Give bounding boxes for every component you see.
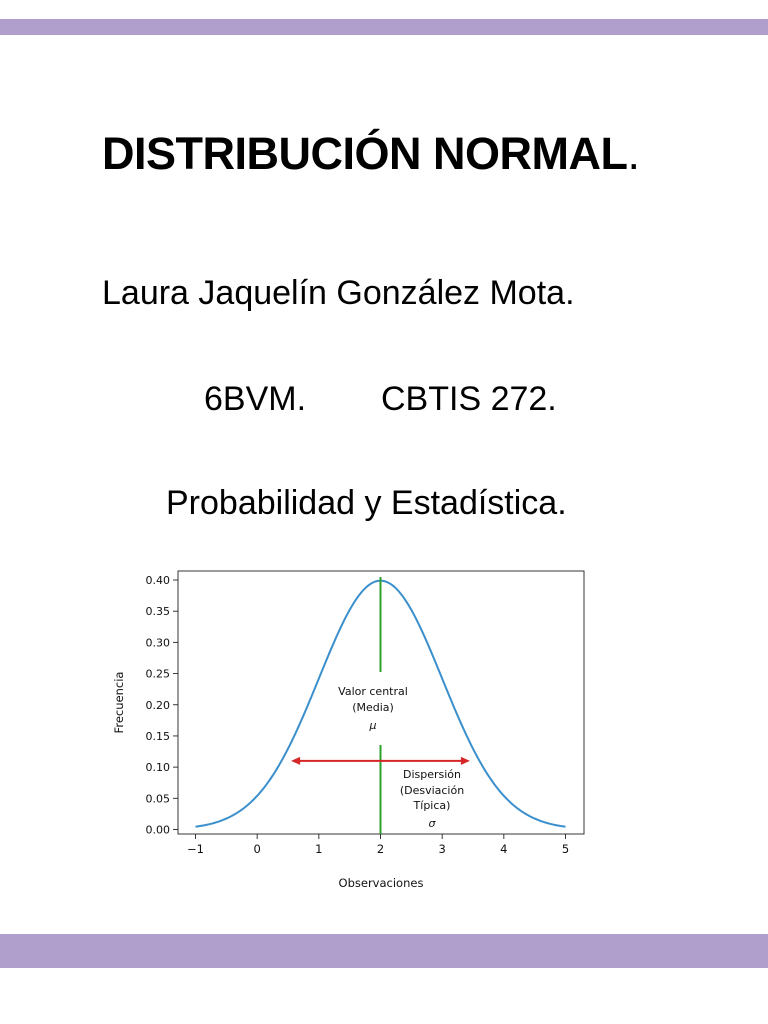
author-name: Laura Jaquelín González Mota. xyxy=(102,274,575,312)
x-tick-label: 5 xyxy=(562,842,569,856)
document-title: DISTRIBUCIÓN NORMAL. xyxy=(102,128,640,180)
mean-annotation-line: (Media) xyxy=(352,701,394,714)
y-tick-label: 0.05 xyxy=(146,792,171,805)
top-decorative-band xyxy=(0,19,768,35)
y-tick-label: 0.30 xyxy=(146,636,171,649)
y-tick-label: 0.20 xyxy=(146,699,171,712)
chart-svg: −1 0 1 2 3 4 5 0.00 0.05 0.10 0.15 0.20 0.25 0.30 0.35… xyxy=(112,570,585,890)
mean-annotation-line: μ xyxy=(369,719,377,732)
dispersion-arrow-head-right xyxy=(460,756,470,765)
dispersion-annotation-line: σ xyxy=(429,817,437,830)
x-tick-label: 0 xyxy=(254,842,261,856)
dispersion-annotation-line: Dispersión xyxy=(403,768,461,781)
y-axis-label: Frecuencia xyxy=(112,672,126,734)
document-title-text: DISTRIBUCIÓN NORMAL xyxy=(102,128,628,179)
y-tick-label: 0.15 xyxy=(146,730,171,743)
x-axis-label: Observaciones xyxy=(339,876,424,890)
x-tick-label: −1 xyxy=(187,842,204,856)
normal-distribution-chart: −1 0 1 2 3 4 5 0.00 0.05 0.10 0.15 0.20 0.25 0.30 0.35… xyxy=(102,558,602,896)
bottom-decorative-band xyxy=(0,934,768,968)
x-tick-label: 3 xyxy=(439,842,446,856)
school-label: CBTIS 272. xyxy=(381,380,557,418)
dispersion-arrow-head-left xyxy=(291,756,301,765)
mean-annotation-line: Valor central xyxy=(338,685,408,698)
dispersion-annotation-line: Típica) xyxy=(413,799,451,812)
y-tick-label: 0.00 xyxy=(146,824,171,837)
subject-label: Probabilidad y Estadística. xyxy=(166,484,567,522)
x-tick-label: 4 xyxy=(500,842,507,856)
y-tick-label: 0.10 xyxy=(146,761,171,774)
y-tick-label: 0.40 xyxy=(146,574,171,587)
x-tick-label: 1 xyxy=(315,842,322,856)
dispersion-annotation-line: (Desviación xyxy=(400,784,464,797)
x-tick-label: 2 xyxy=(377,842,384,856)
y-tick-label: 0.35 xyxy=(146,605,171,618)
document-title-period: . xyxy=(627,128,640,179)
group-label: 6BVM. xyxy=(204,380,307,418)
y-tick-label: 0.25 xyxy=(146,668,171,681)
